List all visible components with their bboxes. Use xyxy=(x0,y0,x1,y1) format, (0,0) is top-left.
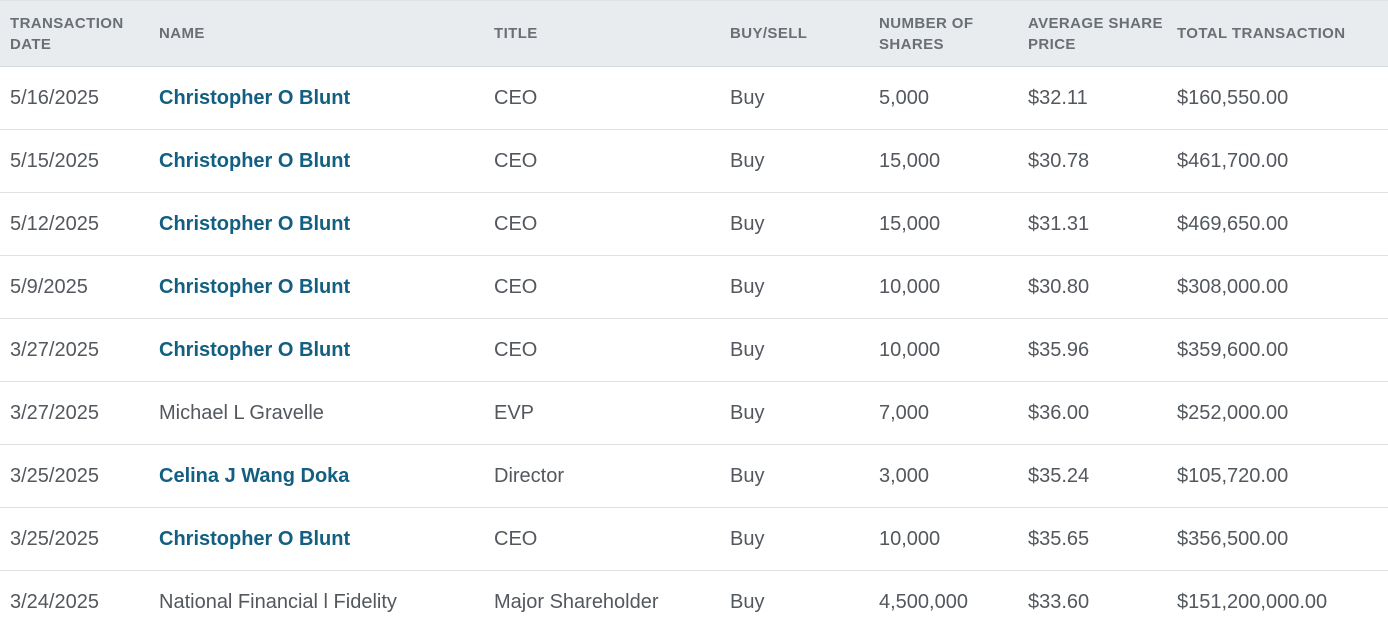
number-of-shares-cell: 10,000 xyxy=(869,319,1018,382)
insider-name-link[interactable]: Celina J Wang Doka xyxy=(159,465,349,487)
average-share-price-cell: $31.31 xyxy=(1018,193,1167,256)
transaction-date-cell: 5/16/2025 xyxy=(0,67,149,130)
insider-name-cell: Christopher O Blunt xyxy=(149,319,484,382)
buy-sell-cell: Buy xyxy=(720,445,869,508)
header-name[interactable]: NAME xyxy=(149,1,484,67)
header-title[interactable]: TITLE xyxy=(484,1,720,67)
insider-name-cell: Celina J Wang Doka xyxy=(149,445,484,508)
title-cell: CEO xyxy=(484,67,720,130)
total-transaction-cell: $469,650.00 xyxy=(1167,193,1388,256)
title-cell: CEO xyxy=(484,508,720,571)
total-transaction-cell: $252,000.00 xyxy=(1167,382,1388,445)
insider-name-cell: Christopher O Blunt xyxy=(149,130,484,193)
transaction-date-cell: 3/25/2025 xyxy=(0,445,149,508)
average-share-price-cell: $35.24 xyxy=(1018,445,1167,508)
average-share-price-cell: $30.78 xyxy=(1018,130,1167,193)
total-transaction-cell: $308,000.00 xyxy=(1167,256,1388,319)
title-cell: CEO xyxy=(484,193,720,256)
header-average-share-price[interactable]: AVERAGE SHARE PRICE xyxy=(1018,1,1167,67)
buy-sell-cell: Buy xyxy=(720,319,869,382)
title-cell: EVP xyxy=(484,382,720,445)
transaction-date-cell: 5/12/2025 xyxy=(0,193,149,256)
header-total-transaction[interactable]: TOTAL TRANSACTION xyxy=(1167,1,1388,67)
insider-name-cell: National Financial l Fidelity xyxy=(149,571,484,633)
number-of-shares-cell: 4,500,000 xyxy=(869,571,1018,633)
average-share-price-cell: $33.60 xyxy=(1018,571,1167,633)
average-share-price-cell: $30.80 xyxy=(1018,256,1167,319)
title-cell: Major Shareholder xyxy=(484,571,720,633)
insider-name-cell: Christopher O Blunt xyxy=(149,508,484,571)
transaction-date-cell: 5/15/2025 xyxy=(0,130,149,193)
number-of-shares-cell: 15,000 xyxy=(869,130,1018,193)
insider-name-link[interactable]: Christopher O Blunt xyxy=(159,87,350,109)
transaction-date-cell: 3/25/2025 xyxy=(0,508,149,571)
transaction-date-cell: 3/27/2025 xyxy=(0,319,149,382)
average-share-price-cell: $35.96 xyxy=(1018,319,1167,382)
average-share-price-cell: $35.65 xyxy=(1018,508,1167,571)
insider-name-text: National Financial l Fidelity xyxy=(159,591,397,613)
table-header-row: TRANSACTION DATE NAME TITLE BUY/SELL NUM… xyxy=(0,1,1388,67)
total-transaction-cell: $105,720.00 xyxy=(1167,445,1388,508)
number-of-shares-cell: 5,000 xyxy=(869,67,1018,130)
number-of-shares-cell: 10,000 xyxy=(869,256,1018,319)
buy-sell-cell: Buy xyxy=(720,130,869,193)
buy-sell-cell: Buy xyxy=(720,508,869,571)
insider-name-text: Michael L Gravelle xyxy=(159,402,324,424)
total-transaction-cell: $461,700.00 xyxy=(1167,130,1388,193)
transaction-date-cell: 3/27/2025 xyxy=(0,382,149,445)
buy-sell-cell: Buy xyxy=(720,256,869,319)
buy-sell-cell: Buy xyxy=(720,193,869,256)
insider-name-cell: Christopher O Blunt xyxy=(149,193,484,256)
insider-name-link[interactable]: Christopher O Blunt xyxy=(159,150,350,172)
header-number-of-shares[interactable]: NUMBER OF SHARES xyxy=(869,1,1018,67)
average-share-price-cell: $36.00 xyxy=(1018,382,1167,445)
insider-name-link[interactable]: Christopher O Blunt xyxy=(159,528,350,550)
buy-sell-cell: Buy xyxy=(720,67,869,130)
table-row: 3/24/2025 National Financial l Fidelity Ma… xyxy=(0,571,1388,633)
insider-name-cell: Christopher O Blunt xyxy=(149,67,484,130)
title-cell: CEO xyxy=(484,319,720,382)
insider-name-link[interactable]: Christopher O Blunt xyxy=(159,276,350,298)
number-of-shares-cell: 7,000 xyxy=(869,382,1018,445)
number-of-shares-cell: 3,000 xyxy=(869,445,1018,508)
number-of-shares-cell: 15,000 xyxy=(869,193,1018,256)
title-cell: CEO xyxy=(484,256,720,319)
buy-sell-cell: Buy xyxy=(720,571,869,633)
insider-name-cell: Christopher O Blunt xyxy=(149,256,484,319)
insider-name-link[interactable]: Christopher O Blunt xyxy=(159,213,350,235)
header-buy-sell[interactable]: BUY/SELL xyxy=(720,1,869,67)
title-cell: CEO xyxy=(484,130,720,193)
number-of-shares-cell: 10,000 xyxy=(869,508,1018,571)
title-cell: Director xyxy=(484,445,720,508)
total-transaction-cell: $356,500.00 xyxy=(1167,508,1388,571)
header-transaction-date[interactable]: TRANSACTION DATE xyxy=(0,1,149,67)
average-share-price-cell: $32.11 xyxy=(1018,67,1167,130)
buy-sell-cell: Buy xyxy=(720,382,869,445)
insider-name-cell: Michael L Gravelle xyxy=(149,382,484,445)
transaction-date-cell: 5/9/2025 xyxy=(0,256,149,319)
total-transaction-cell: $151,200,000.00 xyxy=(1167,571,1388,633)
transaction-date-cell: 3/24/2025 xyxy=(0,571,149,633)
insider-name-link[interactable]: Christopher O Blunt xyxy=(159,339,350,361)
total-transaction-cell: $160,550.00 xyxy=(1167,67,1388,130)
total-transaction-cell: $359,600.00 xyxy=(1167,319,1388,382)
